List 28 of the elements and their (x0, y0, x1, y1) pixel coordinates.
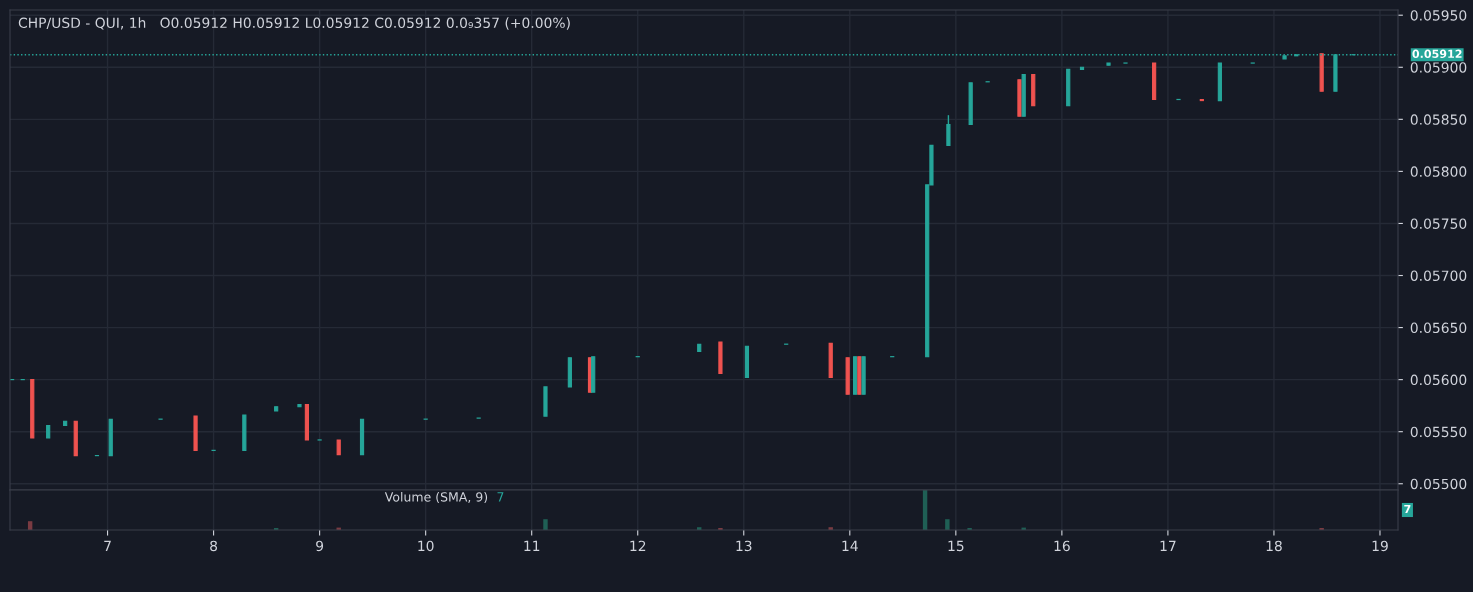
x-tick-label: 14 (842, 540, 858, 551)
chart-title: CHP/USD - QUI, 1h O0.05912 H0.05912 L0.05912 C0.05912 0.0₉357 (+0.00%) (18, 17, 570, 30)
y-tick-label: 0.05750 (1410, 218, 1467, 229)
y-tick-label: 0.05650 (1410, 322, 1467, 334)
y-tick-label: 0.05600 (1410, 374, 1467, 386)
text: 7 (1404, 504, 1411, 514)
x-tick-label: 12 (630, 540, 646, 551)
ref-line-label: 0.05912 (1412, 49, 1462, 58)
x-tick-label: 8 (210, 540, 218, 552)
y-tick-label: 0.05550 (1410, 426, 1467, 438)
x-tick-label: 15 (948, 540, 964, 552)
x-tick-label: 7 (104, 540, 111, 551)
x-tick-label: 17 (1160, 540, 1176, 551)
x-tick-label: 18 (1266, 540, 1282, 552)
y-tick-label: 0.05500 (1410, 478, 1467, 490)
y-tick-label: 0.05900 (1410, 62, 1467, 73)
x-tick-label: 19 (1372, 540, 1388, 552)
y-tick-label: 0.05950 (1410, 10, 1467, 21)
x-tick-label: 13 (736, 540, 752, 552)
x-tick-label: 16 (1054, 540, 1070, 552)
y-tick-label: 0.05850 (1410, 114, 1467, 125)
y-tick-label: 0.05700 (1410, 270, 1467, 281)
x-tick-label: 10 (418, 540, 434, 552)
x-tick-label: 9 (316, 540, 324, 552)
annotation: 7 (497, 492, 504, 502)
y-tick-label: 0.05800 (1410, 166, 1467, 177)
x-tick-label: 11 (524, 540, 540, 551)
chart-title: Volume (SMA, 9) (384, 491, 488, 504)
